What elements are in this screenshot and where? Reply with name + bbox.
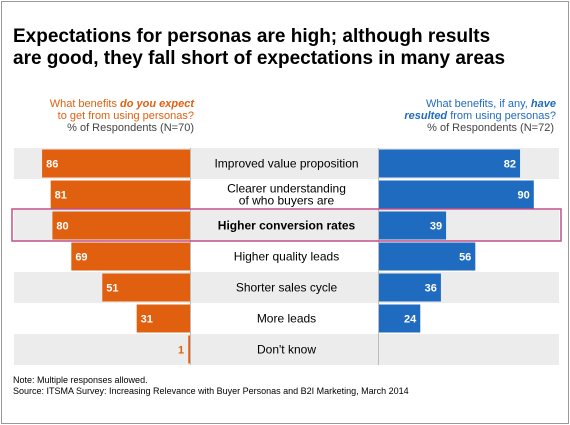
resulted-respondents: % of Respondents (N=72) (427, 122, 554, 134)
expected-bar-higher-conversion-rates (52, 211, 191, 240)
resulted-bar-clearer-understanding-of-who-buyers-are (379, 180, 534, 209)
expected-header: What benefits do you expect to get from … (18, 98, 194, 134)
expected-value-improved-value-proposition: 86 (46, 159, 58, 171)
category-label-higher-quality-leads: Higher quality leads (234, 250, 339, 264)
expected-value-don-t-know: 1 (178, 345, 184, 357)
resulted-value-higher-quality-leads: 56 (459, 252, 471, 264)
category-label-improved-value-proposition: Improved value proposition (214, 157, 358, 171)
expected-bar-don-t-know (188, 335, 190, 364)
footnote: Note: Multiple responses allowed. (13, 375, 148, 385)
title-line-1: Expectations for personas are high; alth… (13, 26, 491, 47)
resulted-value-clearer-understanding-of-who-buyers-are: 90 (518, 190, 530, 202)
resulted-bar-improved-value-proposition (379, 149, 521, 178)
expected-value-shorter-sales-cycle: 51 (106, 283, 118, 295)
expected-header-emphasis: do you expect (120, 98, 194, 110)
resulted-bar-higher-quality-leads (379, 242, 476, 271)
expected-header-prefix: What benefits (49, 98, 121, 110)
row-band-don-t-know (14, 334, 559, 365)
page-title: Expectations for personas are high; alth… (13, 26, 561, 70)
resulted-bar-shorter-sales-cycle (379, 273, 441, 302)
category-label-clearer-understanding-of-who-buyers-are-line-1: Clearer understanding (227, 182, 346, 196)
expected-bar-clearer-understanding-of-who-buyers-are (50, 180, 191, 209)
category-label-higher-conversion-rates: Higher conversion rates (218, 219, 356, 233)
expected-bar-shorter-sales-cycle (102, 273, 190, 302)
expected-header-line2: to get from using personas? (57, 110, 194, 122)
resulted-header-emphasis-1: have (530, 98, 556, 110)
resulted-bar-higher-conversion-rates (379, 211, 447, 240)
expected-value-more-leads: 31 (141, 314, 153, 326)
resulted-header-emphasis-2: resulted (404, 110, 448, 122)
expected-value-higher-quality-leads: 69 (75, 252, 87, 264)
resulted-value-shorter-sales-cycle: 36 (425, 283, 437, 295)
resulted-header-suffix: from using personas? (447, 110, 556, 122)
expected-bar-improved-value-proposition (42, 149, 190, 178)
highlight-box-higher-conversion-rates (11, 208, 562, 242)
resulted-value-higher-conversion-rates: 39 (430, 221, 442, 233)
resulted-bar-more-leads (379, 304, 421, 333)
expected-value-higher-conversion-rates: 80 (56, 221, 68, 233)
title-line-2: are good, they fall short of expectation… (13, 48, 506, 69)
resulted-value-improved-value-proposition: 82 (504, 159, 516, 171)
expected-value-clearer-understanding-of-who-buyers-are: 81 (55, 190, 67, 202)
source-note: Source: ITSMA Survey: Increasing Relevan… (13, 386, 409, 396)
resulted-value-more-leads: 24 (404, 314, 417, 326)
expected-bar-higher-quality-leads (71, 242, 190, 271)
category-label-don-t-know: Don't know (257, 343, 316, 357)
resulted-header-prefix: What benefits, if any, (425, 98, 531, 110)
category-label-shorter-sales-cycle: Shorter sales cycle (236, 281, 338, 295)
category-label-more-leads: More leads (257, 312, 316, 326)
category-label-clearer-understanding-of-who-buyers-are-line-2: of who buyers are (239, 194, 335, 208)
resulted-header: What benefits, if any, have resulted fro… (376, 98, 562, 134)
expected-bar-more-leads (136, 304, 190, 333)
expected-respondents: % of Respondents (N=70) (67, 122, 194, 134)
